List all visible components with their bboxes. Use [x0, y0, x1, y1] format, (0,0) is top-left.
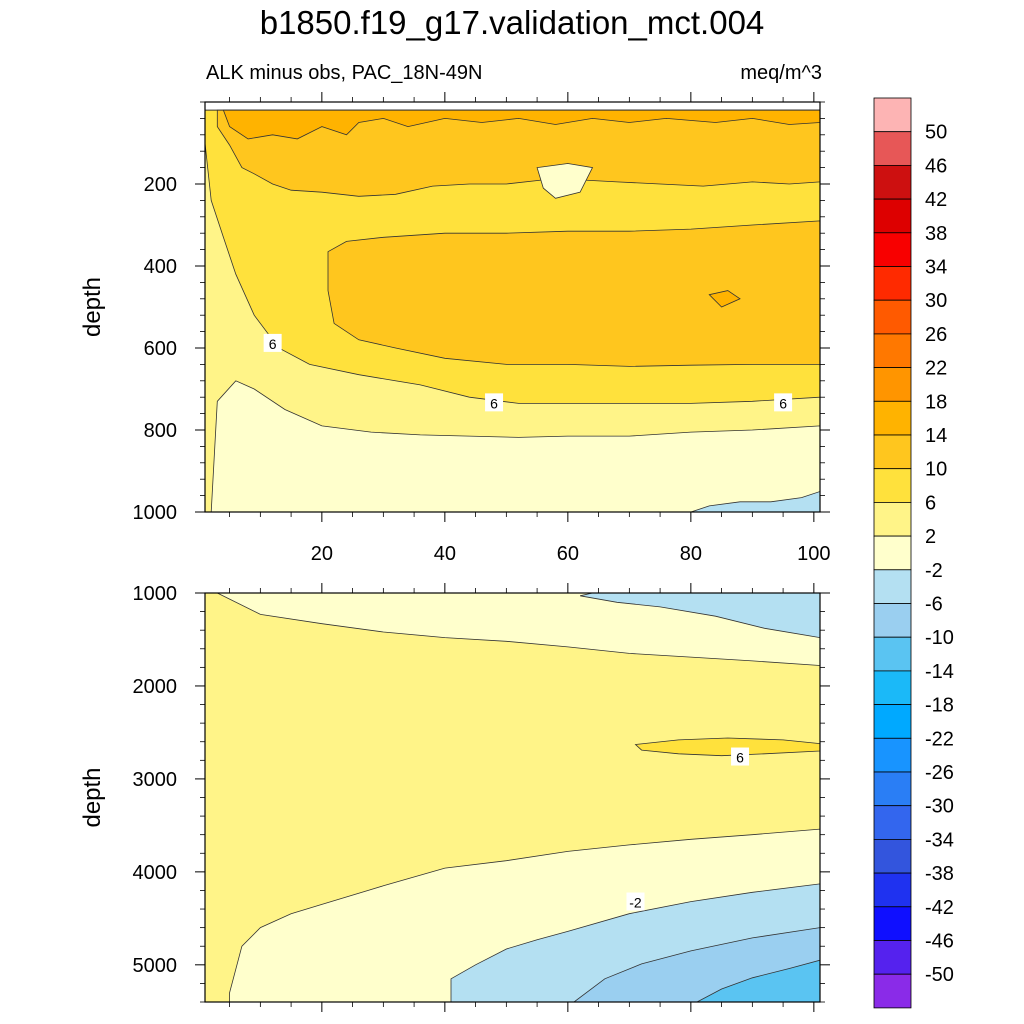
colorbar-swatch — [873, 535, 912, 571]
contour-region-1-1 — [217, 593, 820, 666]
contour-region-0-8 — [690, 491, 820, 512]
colorbar-label: 46 — [925, 155, 947, 177]
colorbar-label: 18 — [925, 391, 947, 413]
colorbar-label: -38 — [925, 863, 954, 885]
colorbar-label: 6 — [925, 492, 936, 514]
x-tick-label: 80 — [680, 543, 702, 565]
colorbar-label: -46 — [925, 931, 954, 953]
chart-units: meq/m^3 — [740, 62, 822, 84]
contour-label: -2 — [629, 895, 642, 911]
y-tick-label: 400 — [144, 256, 177, 278]
colorbar: 50 46 42 38 34 30 26 22 18 14 10 6 2 -2 -6 -10 -14 -18 -22… — [873, 97, 954, 1009]
colorbar-label: -22 — [925, 728, 954, 750]
contour-region-0-1 — [210, 380, 820, 512]
colorbar-swatch — [873, 232, 912, 267]
colorbar-swatch — [873, 973, 912, 1009]
contour-label: 6 — [779, 395, 787, 411]
colorbar-swatch — [873, 670, 912, 706]
colorbar-swatch — [873, 872, 912, 908]
contour-label-bg — [263, 333, 282, 352]
contour-region-1-6 — [696, 959, 820, 1002]
y-tick-label: 2000 — [133, 676, 178, 698]
colorbar-label: 42 — [925, 189, 947, 211]
y-tick-label: 4000 — [133, 862, 178, 884]
contour-label: 6 — [269, 336, 277, 352]
y-tick-label: 3000 — [133, 769, 178, 791]
colorbar-label: -14 — [925, 661, 954, 683]
colorbar-label: -10 — [925, 627, 954, 649]
contour-region-0-7 — [708, 290, 741, 308]
y-tick-label: 600 — [144, 338, 177, 360]
colorbar-label: 22 — [925, 358, 947, 380]
contour-label-bg — [731, 747, 750, 766]
colorbar-swatch — [873, 636, 912, 672]
y-tick-label: 200 — [144, 174, 177, 196]
contour-region-0-5 — [222, 109, 820, 140]
y-tick-label: 1000 — [133, 502, 178, 524]
colorbar-label: 34 — [925, 257, 947, 279]
chart-subtitle-left: ALK minus obs, PAC_18N-49N — [206, 62, 483, 84]
colorbar-swatch — [873, 367, 912, 402]
colorbar-swatch — [873, 131, 912, 166]
contour-region-0-6 — [536, 163, 594, 199]
contour-region-0-3 — [327, 220, 820, 367]
x-tick-label: 20 — [311, 543, 333, 565]
y-tick-label: 800 — [144, 420, 177, 442]
colorbar-swatch — [873, 468, 912, 503]
colorbar-swatch — [873, 434, 912, 470]
colorbar-label: -18 — [925, 695, 954, 717]
colorbar-swatch — [873, 805, 912, 840]
colorbar-label: -30 — [925, 796, 954, 818]
colorbar-label: 50 — [925, 122, 947, 144]
colorbar-label: -2 — [925, 560, 943, 582]
y-tick-label: 1000 — [133, 583, 178, 605]
colorbar-label: 38 — [925, 223, 947, 245]
colorbar-label: 2 — [925, 526, 936, 548]
contour-region-1-2 — [580, 593, 820, 639]
plot-frame — [204, 101, 821, 513]
colorbar-swatch — [873, 906, 912, 941]
colorbar-swatch — [873, 704, 912, 739]
colorbar-swatch — [873, 198, 912, 234]
lower-panel: 1000 2000 3000 4000 5000 depth 6 -2 — [79, 583, 830, 1012]
colorbar-swatch — [873, 839, 912, 874]
colorbar-label: 10 — [925, 459, 947, 481]
colorbar-swatch — [873, 164, 912, 200]
colorbar-swatch — [873, 299, 912, 335]
colorbar-label: 30 — [925, 290, 947, 312]
colorbar-swatch — [873, 771, 912, 807]
colorbar-swatch — [873, 333, 912, 368]
colorbar-label: -42 — [925, 897, 954, 919]
colorbar-label: 14 — [925, 425, 947, 447]
colorbar-swatch — [873, 737, 912, 773]
colorbar-label: -6 — [925, 594, 943, 616]
colorbar-label: -26 — [925, 762, 954, 784]
colorbar-swatch — [873, 266, 912, 301]
colorbar-swatch — [873, 400, 912, 436]
colorbar-label: 26 — [925, 324, 947, 346]
y-axis-label: depth — [79, 767, 106, 827]
x-tick-label: 60 — [557, 543, 579, 565]
contour-label-bg — [485, 393, 504, 412]
colorbar-swatch — [873, 569, 912, 604]
colorbar-label: -50 — [925, 964, 954, 986]
contour-label: 6 — [490, 395, 498, 411]
contour-label-bg — [774, 393, 793, 412]
colorbar-swatch — [873, 940, 912, 975]
colorbar-label: -34 — [925, 829, 954, 851]
chart-title: b1850.f19_g17.validation_mct.004 — [259, 4, 765, 41]
contour-label-bg — [626, 892, 645, 911]
upper-panel: 20 40 60 80 100 200 400 600 800 1000 depth 6 6 6 — [79, 92, 831, 565]
colorbar-swatch — [873, 603, 912, 638]
colorbar-swatch — [873, 97, 912, 133]
contour-region-1-7 — [634, 737, 820, 757]
colorbar-swatch — [873, 501, 912, 537]
contour-label: 6 — [736, 750, 744, 766]
contour-region-0-4 — [216, 109, 820, 197]
y-tick-label: 5000 — [133, 955, 178, 977]
y-axis-label: depth — [79, 277, 106, 337]
x-tick-label: 40 — [434, 543, 456, 565]
x-tick-label: 100 — [797, 543, 830, 565]
